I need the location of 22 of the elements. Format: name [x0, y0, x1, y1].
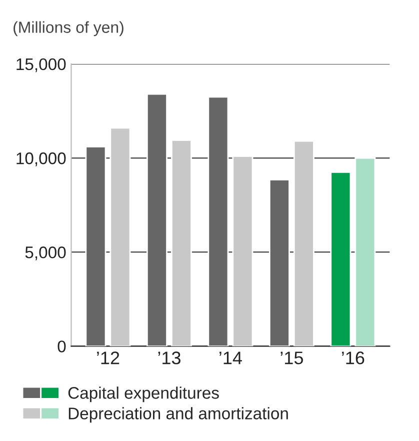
y-tick-label: 5,000: [25, 246, 66, 260]
bar: [110, 127, 131, 346]
bar: [330, 171, 352, 346]
x-tick-label: ’12: [97, 352, 120, 364]
x-tick-label: ’15: [280, 352, 303, 364]
y-tick-label: 10,000: [16, 152, 66, 166]
bar: [293, 140, 314, 346]
bar: [354, 157, 376, 346]
bar: [232, 155, 254, 346]
bar: [208, 96, 229, 346]
bar: [268, 178, 290, 346]
y-axis-title: (Millions of yen): [14, 21, 124, 36]
legend-label: Capital expenditures: [68, 386, 219, 402]
x-tick-label: ’16: [342, 352, 364, 364]
bar: [146, 93, 168, 346]
x-tick-label: ’13: [158, 352, 180, 364]
bar: [170, 139, 192, 346]
x-tick-label: ’14: [220, 352, 242, 364]
bar: [85, 146, 106, 346]
legend-label: Depreciation and amortization: [68, 407, 288, 423]
y-tick-label: 15,000: [16, 58, 66, 72]
y-tick-label: 0: [58, 340, 66, 352]
